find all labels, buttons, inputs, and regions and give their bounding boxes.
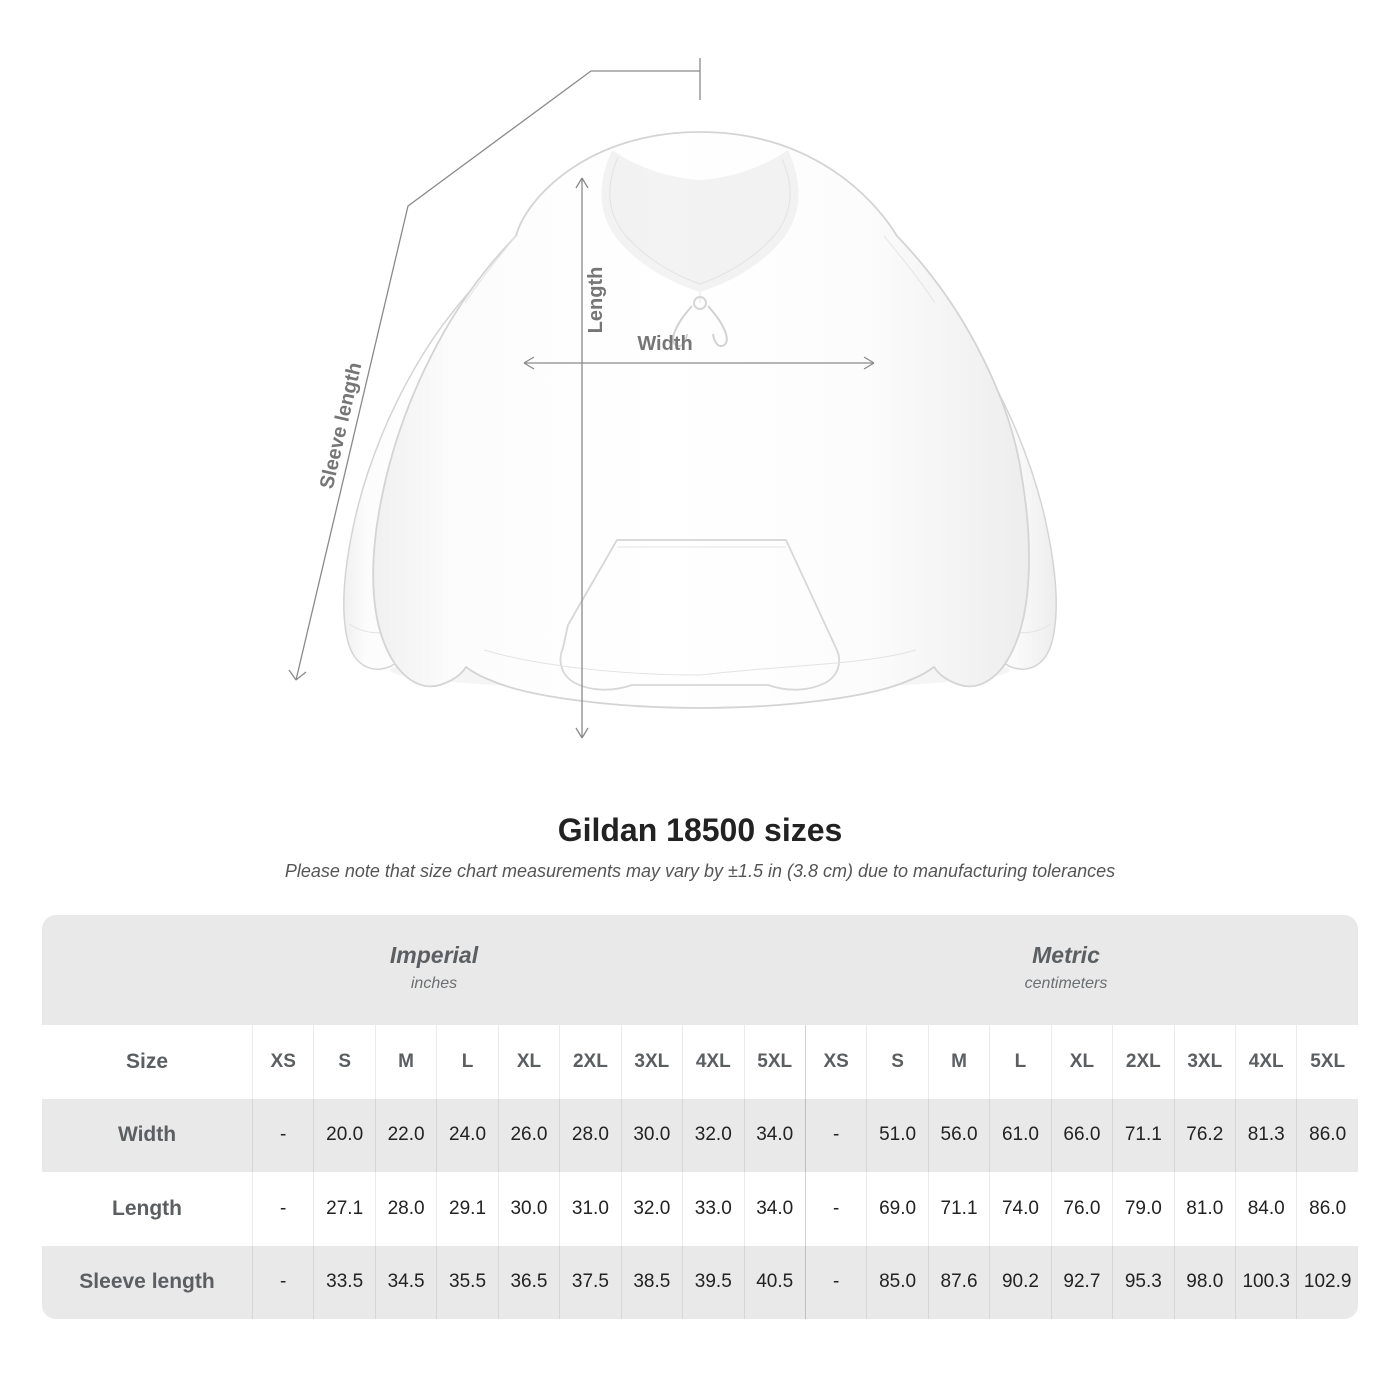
svg-text:Length: Length xyxy=(585,267,607,334)
svg-text:Width: Width xyxy=(637,333,692,355)
svg-text:Sleeve length: Sleeve length xyxy=(316,360,366,491)
